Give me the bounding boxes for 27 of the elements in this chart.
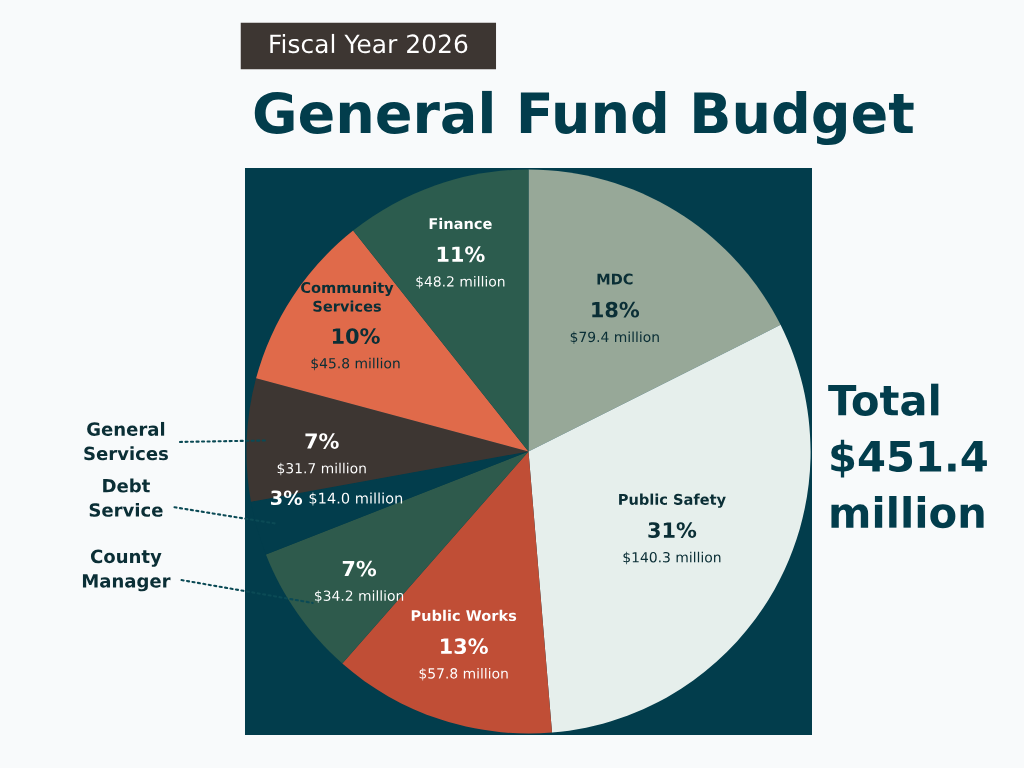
slice-label: Public Works: [411, 609, 517, 622]
text: 7%: [342, 560, 377, 577]
text: 11%: [437, 246, 485, 263]
data-label: $57.8 million: [419, 667, 508, 681]
text: Total $451.4 million: [828, 383, 987, 529]
data-label: $140.3 million: [623, 551, 721, 565]
slice-label: MDC: [597, 273, 633, 285]
slice-label: Finance: [429, 217, 492, 230]
text: 10%: [332, 328, 380, 344]
slice-label: County Manager: [82, 549, 171, 592]
data-label: $31.7 million: [277, 462, 366, 476]
text: 7%: [305, 433, 339, 449]
chart-title: General Fund Budget: [254, 90, 914, 146]
chart-subtitle: Fiscal Year 2026: [270, 33, 468, 54]
slice-label: Public Safety: [619, 493, 726, 508]
slice-label: General Services: [84, 421, 168, 461]
data-label: $79.4 million: [570, 331, 659, 344]
data-label: $14.0 million: [309, 492, 403, 506]
data-label: $34.2 million: [315, 590, 404, 603]
slice-label: Debt Service: [89, 478, 163, 517]
data-label: $48.2 million: [416, 275, 505, 289]
text: 31%: [648, 522, 697, 538]
slice-label: Community Services: [301, 281, 394, 312]
text: 3%: [270, 490, 303, 506]
text: 13%: [441, 638, 488, 655]
data-label: $45.8 million: [311, 357, 400, 371]
text: 18%: [592, 301, 640, 318]
